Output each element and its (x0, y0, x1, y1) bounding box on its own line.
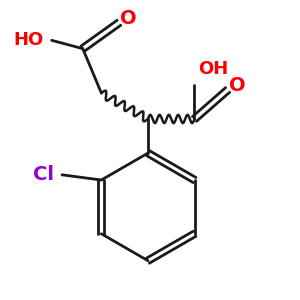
Text: O: O (229, 76, 245, 95)
Text: Cl: Cl (33, 165, 54, 184)
Text: OH: OH (198, 60, 228, 78)
Text: HO: HO (14, 31, 44, 49)
Text: O: O (120, 9, 136, 28)
